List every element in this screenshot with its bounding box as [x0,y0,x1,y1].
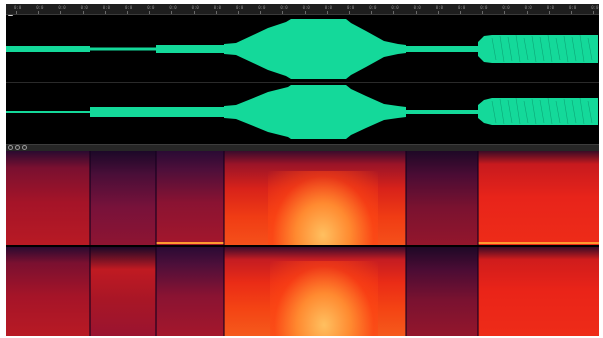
ruler-tick-label: 0:0 [458,5,466,10]
segment-edge [223,247,225,336]
circle-icon[interactable] [15,145,20,150]
ruler-tick-mark [437,11,439,14]
spectral-channel-1[interactable] [6,151,599,245]
channel-divider [6,245,599,247]
ruler-tick-mark [215,11,217,14]
segment-edge [155,247,157,336]
waveform-channel-2-shape [6,85,598,139]
ruler-tick-label: 0:0 [258,5,266,10]
ruler-tick-mark [349,11,350,14]
ruler-tick-mark [16,11,17,14]
spectral-segment [156,151,224,245]
ruler-tick-mark [171,11,173,14]
ruler-tick-mark [548,11,550,14]
segment-edge [223,151,225,245]
ruler-tick-label: 0:0 [369,5,377,10]
ruler-tick-label: 0:0 [36,5,44,10]
circle-icon[interactable] [8,145,13,150]
ruler-tick-label: 0:0 [102,5,111,10]
ruler-tick-label: 0:0 [147,5,155,10]
ruler-tick-mark [304,11,306,14]
spectral-segment [90,151,156,245]
circle-icon[interactable] [22,145,27,150]
ruler-tick-mark [393,11,395,14]
segment-edge [89,151,91,245]
ruler-tick-label: 0:0 [435,5,444,10]
ruler-tick-mark [260,11,262,14]
spectral-segment [478,247,599,336]
ruler-tick-label: 0:0 [546,5,555,10]
waveform-channel-1[interactable] [6,16,599,82]
ruler-tick-label: 0:0 [347,5,355,10]
spectral-segment [6,247,90,336]
ruler-tick-label: 0:0 [213,5,222,10]
spectral-segment [406,247,478,336]
ruler-tick-label: 0:0 [280,5,288,10]
ruler-tick-mark [504,11,506,14]
ruler-tick-label: 0:0 [324,5,333,10]
waveform-channel-2-graphic [6,85,598,139]
segment-edge [155,151,157,245]
ruler-tick-mark [60,11,62,14]
ruler-tick-mark [593,11,595,14]
ruler-tick-mark [38,11,40,14]
ruler-tick-label: 0:0 [14,5,22,10]
ruler-tick-mark [326,11,328,14]
ruler-tick-mark [371,11,373,14]
ruler-tick-label: 0:0 [502,5,510,10]
spectral-baseline [156,242,224,244]
waveform-channel-1-shape [6,19,598,79]
ruler-tick-label: 0:0 [191,5,199,10]
waveform-channel-1-graphic [6,19,598,79]
spectral-segment [224,151,406,245]
ruler-tick-mark [104,11,106,14]
spectral-segment [478,151,599,245]
spectral-segment [156,247,224,336]
spectral-baseline [478,242,599,244]
ruler-tick-label: 0:0 [58,5,66,10]
spectral-channel-2[interactable] [6,247,599,336]
ruler-tick-label: 0:0 [302,5,310,10]
waveform-channel-2[interactable] [6,83,599,149]
ruler-tick-mark [460,11,461,14]
ruler-tick-mark [238,11,239,14]
ruler-tick-label: 0:0 [125,5,133,10]
spectral-segment [6,151,90,245]
ruler-tick-mark [82,11,84,14]
channel-divider [6,82,599,83]
segment-edge [89,247,91,336]
ruler-tick-label: 0:0 [480,5,488,10]
ruler-tick-mark [127,11,128,14]
ruler-tick-label: 0:0 [236,5,244,10]
ruler-tick-mark [149,11,151,14]
segment-edge [405,247,407,336]
waveform-channel-1-texture [491,34,593,63]
ruler-tick-mark [415,11,417,14]
spectral-segment [406,151,478,245]
ruler-tick-mark [482,11,484,14]
segment-edge [477,151,479,245]
waveform-channel-2-texture [491,97,593,125]
audio-editor: 0:0 0:0 0:0 0:0 0:0 0:0 0:0 0:0 0:0 0:0 0:0 0:0 0:0 0… [6,4,599,336]
ruler-tick-label: 0:0 [569,5,577,10]
ruler-tick-mark [571,11,572,14]
spectral-segment [224,247,406,336]
segment-edge [477,247,479,336]
ruler-tick-label: 0:0 [413,5,421,10]
ruler-tick-label: 0:0 [591,5,599,10]
ruler-tick-label: 0:0 [80,5,88,10]
ruler-tick-label: 0:0 [391,5,399,10]
time-ruler[interactable]: 0:0 0:0 0:0 0:0 0:0 0:0 0:0 0:0 0:0 0:0 0:0 0:0 0:0 0… [6,4,599,15]
ruler-tick-mark [193,11,195,14]
ruler-tick-mark [282,11,284,14]
ruler-tick-label: 0:0 [169,5,177,10]
segment-edge [405,151,407,245]
ruler-tick-label: 0:0 [524,5,532,10]
ruler-tick-mark [526,11,528,14]
spectral-segment [90,247,156,336]
